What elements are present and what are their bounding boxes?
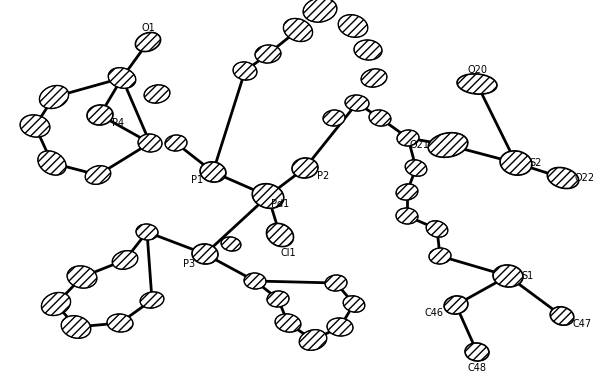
Text: O21: O21 xyxy=(410,140,430,150)
Ellipse shape xyxy=(323,110,345,126)
Ellipse shape xyxy=(136,33,161,52)
Ellipse shape xyxy=(275,314,301,332)
Ellipse shape xyxy=(396,208,418,224)
Ellipse shape xyxy=(345,95,369,111)
Ellipse shape xyxy=(343,296,365,312)
Ellipse shape xyxy=(38,151,66,175)
Ellipse shape xyxy=(338,15,368,37)
Ellipse shape xyxy=(140,292,164,308)
Text: C47: C47 xyxy=(573,319,592,329)
Text: S1: S1 xyxy=(522,271,534,281)
Ellipse shape xyxy=(429,248,451,264)
Ellipse shape xyxy=(428,133,468,157)
Ellipse shape xyxy=(493,265,523,287)
Ellipse shape xyxy=(354,40,382,60)
Text: O22: O22 xyxy=(575,173,595,183)
Ellipse shape xyxy=(112,251,138,269)
Ellipse shape xyxy=(221,237,241,251)
Ellipse shape xyxy=(108,68,136,88)
Ellipse shape xyxy=(457,74,497,94)
Text: C46: C46 xyxy=(424,308,443,318)
Ellipse shape xyxy=(283,19,313,42)
Ellipse shape xyxy=(426,221,448,237)
Ellipse shape xyxy=(61,316,91,338)
Ellipse shape xyxy=(465,343,489,361)
Ellipse shape xyxy=(136,224,158,240)
Text: P3: P3 xyxy=(183,259,195,269)
Text: P2: P2 xyxy=(317,171,329,181)
Ellipse shape xyxy=(303,0,337,22)
Ellipse shape xyxy=(444,296,468,314)
Ellipse shape xyxy=(165,135,187,151)
Ellipse shape xyxy=(40,85,69,109)
Ellipse shape xyxy=(20,115,50,137)
Ellipse shape xyxy=(144,85,170,103)
Text: Cl1: Cl1 xyxy=(280,248,296,258)
Ellipse shape xyxy=(85,166,111,184)
Ellipse shape xyxy=(327,318,353,336)
Text: O20: O20 xyxy=(467,65,487,75)
Ellipse shape xyxy=(200,162,226,182)
Ellipse shape xyxy=(107,314,133,332)
Ellipse shape xyxy=(192,244,218,264)
Ellipse shape xyxy=(252,184,284,208)
Ellipse shape xyxy=(267,291,289,307)
Ellipse shape xyxy=(255,45,281,63)
Ellipse shape xyxy=(369,110,391,126)
Ellipse shape xyxy=(299,330,326,350)
Ellipse shape xyxy=(67,266,97,288)
Ellipse shape xyxy=(500,151,532,175)
Ellipse shape xyxy=(292,158,318,178)
Ellipse shape xyxy=(138,134,162,152)
Text: S2: S2 xyxy=(530,158,542,168)
Ellipse shape xyxy=(547,168,579,189)
Ellipse shape xyxy=(41,293,71,315)
Text: Pd1: Pd1 xyxy=(271,199,289,209)
Ellipse shape xyxy=(361,69,387,87)
Ellipse shape xyxy=(397,130,419,146)
Text: P1: P1 xyxy=(191,175,203,185)
Text: C48: C48 xyxy=(468,363,486,373)
Ellipse shape xyxy=(405,160,427,176)
Ellipse shape xyxy=(325,275,347,291)
Ellipse shape xyxy=(87,105,113,125)
Ellipse shape xyxy=(266,223,294,247)
Ellipse shape xyxy=(396,184,418,200)
Text: O1: O1 xyxy=(141,23,155,33)
Ellipse shape xyxy=(550,307,574,325)
Text: P4: P4 xyxy=(112,118,124,128)
Ellipse shape xyxy=(244,273,266,289)
Ellipse shape xyxy=(233,62,257,80)
